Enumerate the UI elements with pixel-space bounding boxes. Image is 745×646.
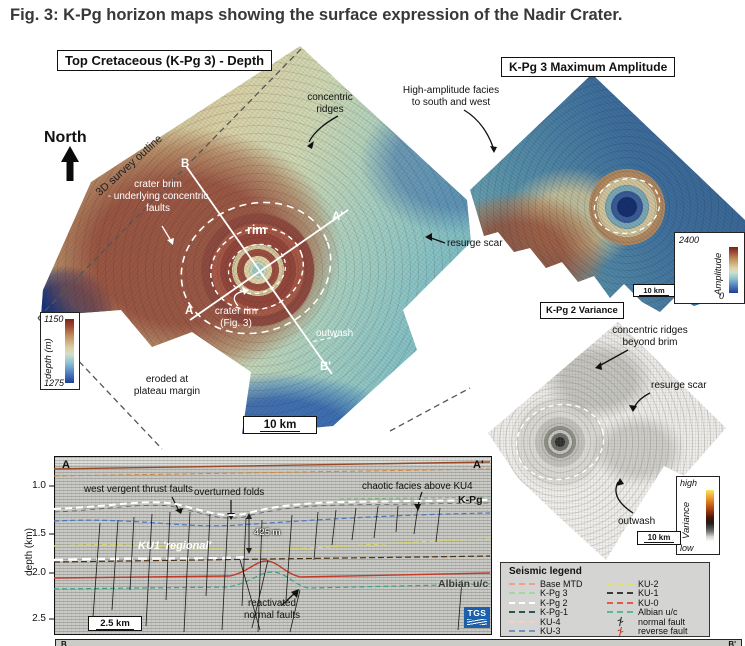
ku1-regional-label: KU1 'regional'	[138, 540, 212, 552]
albian-line-swatch	[607, 611, 633, 614]
seismic-legend: Seismic legend Base MTD K-Pg 3 K-Pg 2 K-…	[500, 562, 710, 637]
reactivated-faults-label: reactivated normal faults	[243, 598, 301, 621]
crater-brim-label: crater brim - underlying concentric faul…	[107, 179, 209, 214]
measurement-425m: 425 m	[254, 527, 281, 538]
legend-entry: reverse fault	[607, 626, 688, 637]
seismic-corner-a: A	[62, 459, 70, 471]
legend-entry: KU-4	[509, 617, 583, 627]
legend-entry: K-Pg-1	[509, 607, 583, 617]
profile-a: A	[185, 305, 194, 317]
amplitude-colorbar: 2400 0 Amplitude	[674, 232, 745, 304]
amplitude-colorbar-gradient	[729, 247, 738, 293]
depth-colorbar-gradient	[65, 319, 74, 383]
legend-entry: KU-3	[509, 626, 583, 636]
amplitude-scale-bar: 10 km	[633, 284, 675, 297]
profile-b-prime: B'	[320, 361, 332, 373]
figure-caption: Fig. 3: K-Pg horizon maps showing the su…	[10, 6, 623, 24]
variance-colorbar-min: low	[680, 543, 694, 553]
north-arrow-icon	[61, 146, 79, 181]
profile-b: B	[181, 158, 190, 170]
depth-colorbar-label: depth (m)	[43, 338, 54, 379]
kpg1-line-swatch	[509, 611, 535, 614]
bottom-section-panel: B B'	[55, 639, 742, 646]
bottom-corner-b: B	[61, 640, 67, 646]
legend-entry: Albian u/c	[607, 607, 688, 617]
amplitude-colorbar-min: 0	[718, 291, 724, 301]
kpg2-line-swatch	[509, 601, 535, 604]
concentric-ridges-label: concentric ridges	[307, 92, 353, 115]
depth-map-title: Top Cretaceous (K-Pg 3) - Depth	[57, 50, 273, 71]
overturned-folds-label: overturned folds	[194, 487, 265, 498]
legend-entry: K-Pg 3	[509, 588, 583, 598]
variance-colorbar-max: high	[680, 478, 698, 488]
amplitude-colorbar-label: Amplitude	[713, 252, 724, 295]
legend-column-right: KU-2 KU-1 KU-0 Albian u/c normal fault r…	[607, 579, 688, 636]
depth-tick-1: 1.0	[32, 480, 46, 491]
depth-colorbar-min: 1275	[44, 378, 65, 388]
reverse-fault-icon	[607, 626, 633, 637]
concentric-ridges-beyond-label: concentric ridges beyond brim	[612, 325, 688, 348]
legend-entry: KU-1	[607, 588, 688, 598]
tgs-logo: TGS	[464, 607, 490, 628]
legend-title: Seismic legend	[509, 566, 582, 577]
variance-resurge-scar-label: resurge scar	[651, 380, 707, 391]
base-mtd-line-swatch	[509, 582, 535, 585]
legend-entry: KU-2	[607, 579, 688, 589]
ku0-line-swatch	[607, 601, 633, 604]
resurge-scar-label: resurge scar	[447, 238, 503, 249]
amplitude-map-title: K-Pg 3 Maximum Amplitude	[501, 57, 676, 77]
profile-a-prime: A'	[332, 211, 344, 223]
chaotic-facies-label: chaotic facies above KU4	[362, 481, 473, 492]
variance-outwash-label: outwash	[618, 516, 656, 527]
amplitude-colorbar-max: 2400	[679, 235, 700, 245]
legend-entry: KU-0	[607, 598, 688, 608]
depth-colorbar: 1150 1275 depth (m)	[40, 312, 80, 390]
depth-tick-2: 1.5	[32, 528, 46, 539]
west-vergent-label: west vergent thrust faults	[84, 484, 193, 495]
albian-label: Albian u/c	[438, 578, 489, 590]
variance-colorbar: high low Variance	[676, 476, 720, 555]
high-amplitude-label: High-amplitude facies to south and west	[402, 85, 500, 108]
legend-entry: Base MTD	[509, 579, 583, 589]
legend-entry: K-Pg 2	[509, 598, 583, 608]
rim-label: rim	[247, 223, 267, 237]
kpg3-line-swatch	[509, 592, 535, 595]
normal-fault-icon	[607, 616, 633, 627]
crater-rim-label: crater rim (Fig. 3)	[214, 306, 258, 329]
ku4-line-swatch	[509, 620, 535, 623]
variance-colorbar-gradient	[706, 490, 714, 541]
bottom-corner-b-prime: B'	[728, 640, 736, 646]
variance-map-title: K-Pg 2 Variance	[540, 302, 624, 319]
outwash-label: outwash	[316, 328, 354, 339]
variance-scale-bar: 10 km	[637, 531, 681, 545]
depth-tick-3: 2.0	[32, 567, 46, 578]
legend-column-left: Base MTD K-Pg 3 K-Pg 2 K-Pg-1 KU-4 KU-3	[509, 579, 583, 636]
depth-axis-label: depth (km)	[24, 528, 36, 576]
variance-colorbar-label: Variance	[681, 501, 692, 539]
depth-tick-4: 2.5	[32, 613, 46, 624]
ku3-line-swatch	[509, 630, 535, 633]
depth-scale-bar: 10 km	[243, 416, 317, 434]
seismic-corner-a-prime: A'	[473, 459, 484, 471]
kpg-horizon-label: K-Pg	[458, 494, 483, 506]
ku2-line-swatch	[607, 582, 633, 585]
legend-entry: normal fault	[607, 617, 688, 627]
north-label: North	[44, 129, 87, 146]
ku1-line-swatch	[607, 592, 633, 595]
eroded-label: eroded at plateau margin	[133, 374, 201, 397]
seismic-scale-bar: 2.5 km	[88, 616, 142, 631]
tgs-wave-icon	[467, 619, 487, 625]
